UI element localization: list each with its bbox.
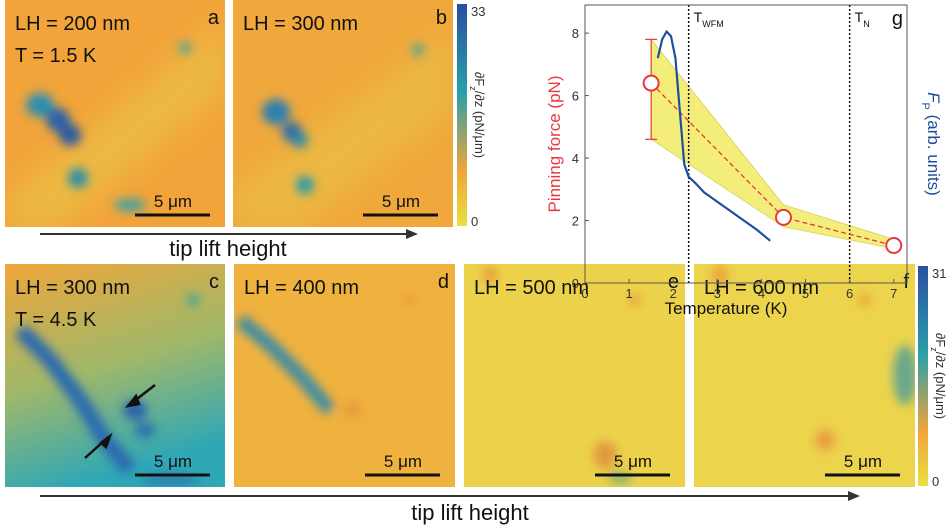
colorbar-min: 0 [932, 474, 939, 489]
panel-text: LH = 300 nm [243, 13, 358, 35]
image-d [234, 264, 455, 487]
panel-letter: c [209, 271, 219, 293]
colorbar-min: 0 [471, 214, 478, 229]
panel-text: LH = 200 nm [15, 13, 130, 35]
marker-label: TN [855, 9, 870, 29]
arrow-label: tip lift height [169, 236, 286, 261]
y-tick-label: 8 [572, 26, 579, 41]
label-sub: z [468, 86, 478, 91]
scale-bar-label: 5 μm [382, 192, 420, 211]
label-part: T [694, 9, 703, 25]
image-a [5, 0, 225, 227]
colorbar-label: ∂Fz/∂z (pN/μm) [929, 333, 948, 419]
image-f [694, 264, 915, 487]
x-tick-label: 5 [802, 286, 809, 301]
image-b [233, 0, 453, 227]
panel-text: LH = 500 nm [474, 277, 589, 299]
arrow-label: tip lift height [411, 500, 528, 525]
y-tick-label: 4 [572, 151, 579, 166]
panel-letter: f [903, 271, 909, 293]
x-tick-label: 7 [890, 286, 897, 301]
image-c [5, 264, 225, 487]
panel-letter: b [436, 7, 447, 29]
label-part: F [924, 92, 943, 104]
colorbar [457, 4, 467, 226]
y-tick-label: 0 [572, 276, 579, 291]
y-tick-label: 2 [572, 214, 579, 229]
data-point [642, 74, 660, 92]
image-e [464, 264, 685, 487]
label-part: /∂z (pN/μm) [933, 352, 948, 419]
label-sub: WFM [702, 19, 724, 29]
marker-label: TWFM [694, 9, 724, 29]
scale-bar-label: 5 μm [154, 452, 192, 471]
arrows [40, 229, 860, 501]
label-part: ∂F [472, 72, 487, 86]
uncertainty-band [650, 38, 895, 250]
colorbar-label: ∂Fz/∂z (pN/μm) [468, 72, 487, 158]
scale-bar-label: 5 μm [844, 452, 882, 471]
x-tick-label: 6 [846, 286, 853, 301]
y-tick-label: 6 [572, 89, 579, 104]
panel-letter: g [892, 8, 903, 30]
x-tick-label: 3 [714, 286, 721, 301]
panel-text: T = 4.5 K [15, 309, 97, 331]
colorbar-max: 31 [932, 266, 946, 281]
y2-axis-label: FP (arb. units) [919, 92, 943, 196]
panel-letter: d [438, 271, 449, 293]
arrow-marker [84, 384, 156, 459]
panel-text: T = 1.5 K [15, 45, 97, 67]
data-point [774, 208, 792, 226]
label-part: T [855, 9, 864, 25]
scale-bar-label: 5 μm [384, 452, 422, 471]
panel-text: LH = 400 nm [244, 277, 359, 299]
label-part: ∂F [933, 333, 948, 347]
panel-text: LH = 300 nm [15, 277, 130, 299]
data-point [885, 237, 903, 255]
panel-letter: a [208, 7, 220, 29]
y-axis-label: Pinning force (pN) [545, 75, 564, 212]
x-axis-label: Temperature (K) [665, 299, 788, 318]
series-line [656, 29, 771, 242]
scale-bar-label: 5 μm [614, 452, 652, 471]
x-tick-label: 2 [670, 286, 677, 301]
colorbar [918, 266, 928, 486]
x-tick-label: 1 [625, 286, 632, 301]
label-sub: P [919, 103, 931, 110]
x-tick-label: 0 [581, 286, 588, 301]
x-tick-label: 4 [758, 286, 765, 301]
scale-bar-label: 5 μm [154, 192, 192, 211]
label-sub: z [929, 347, 939, 352]
label-sub: N [863, 19, 870, 29]
plot-frame [584, 4, 908, 284]
colorbar-max: 33 [471, 4, 485, 19]
label-part: /∂z (pN/μm) [472, 91, 487, 158]
label-part: (arb. units) [924, 110, 943, 196]
